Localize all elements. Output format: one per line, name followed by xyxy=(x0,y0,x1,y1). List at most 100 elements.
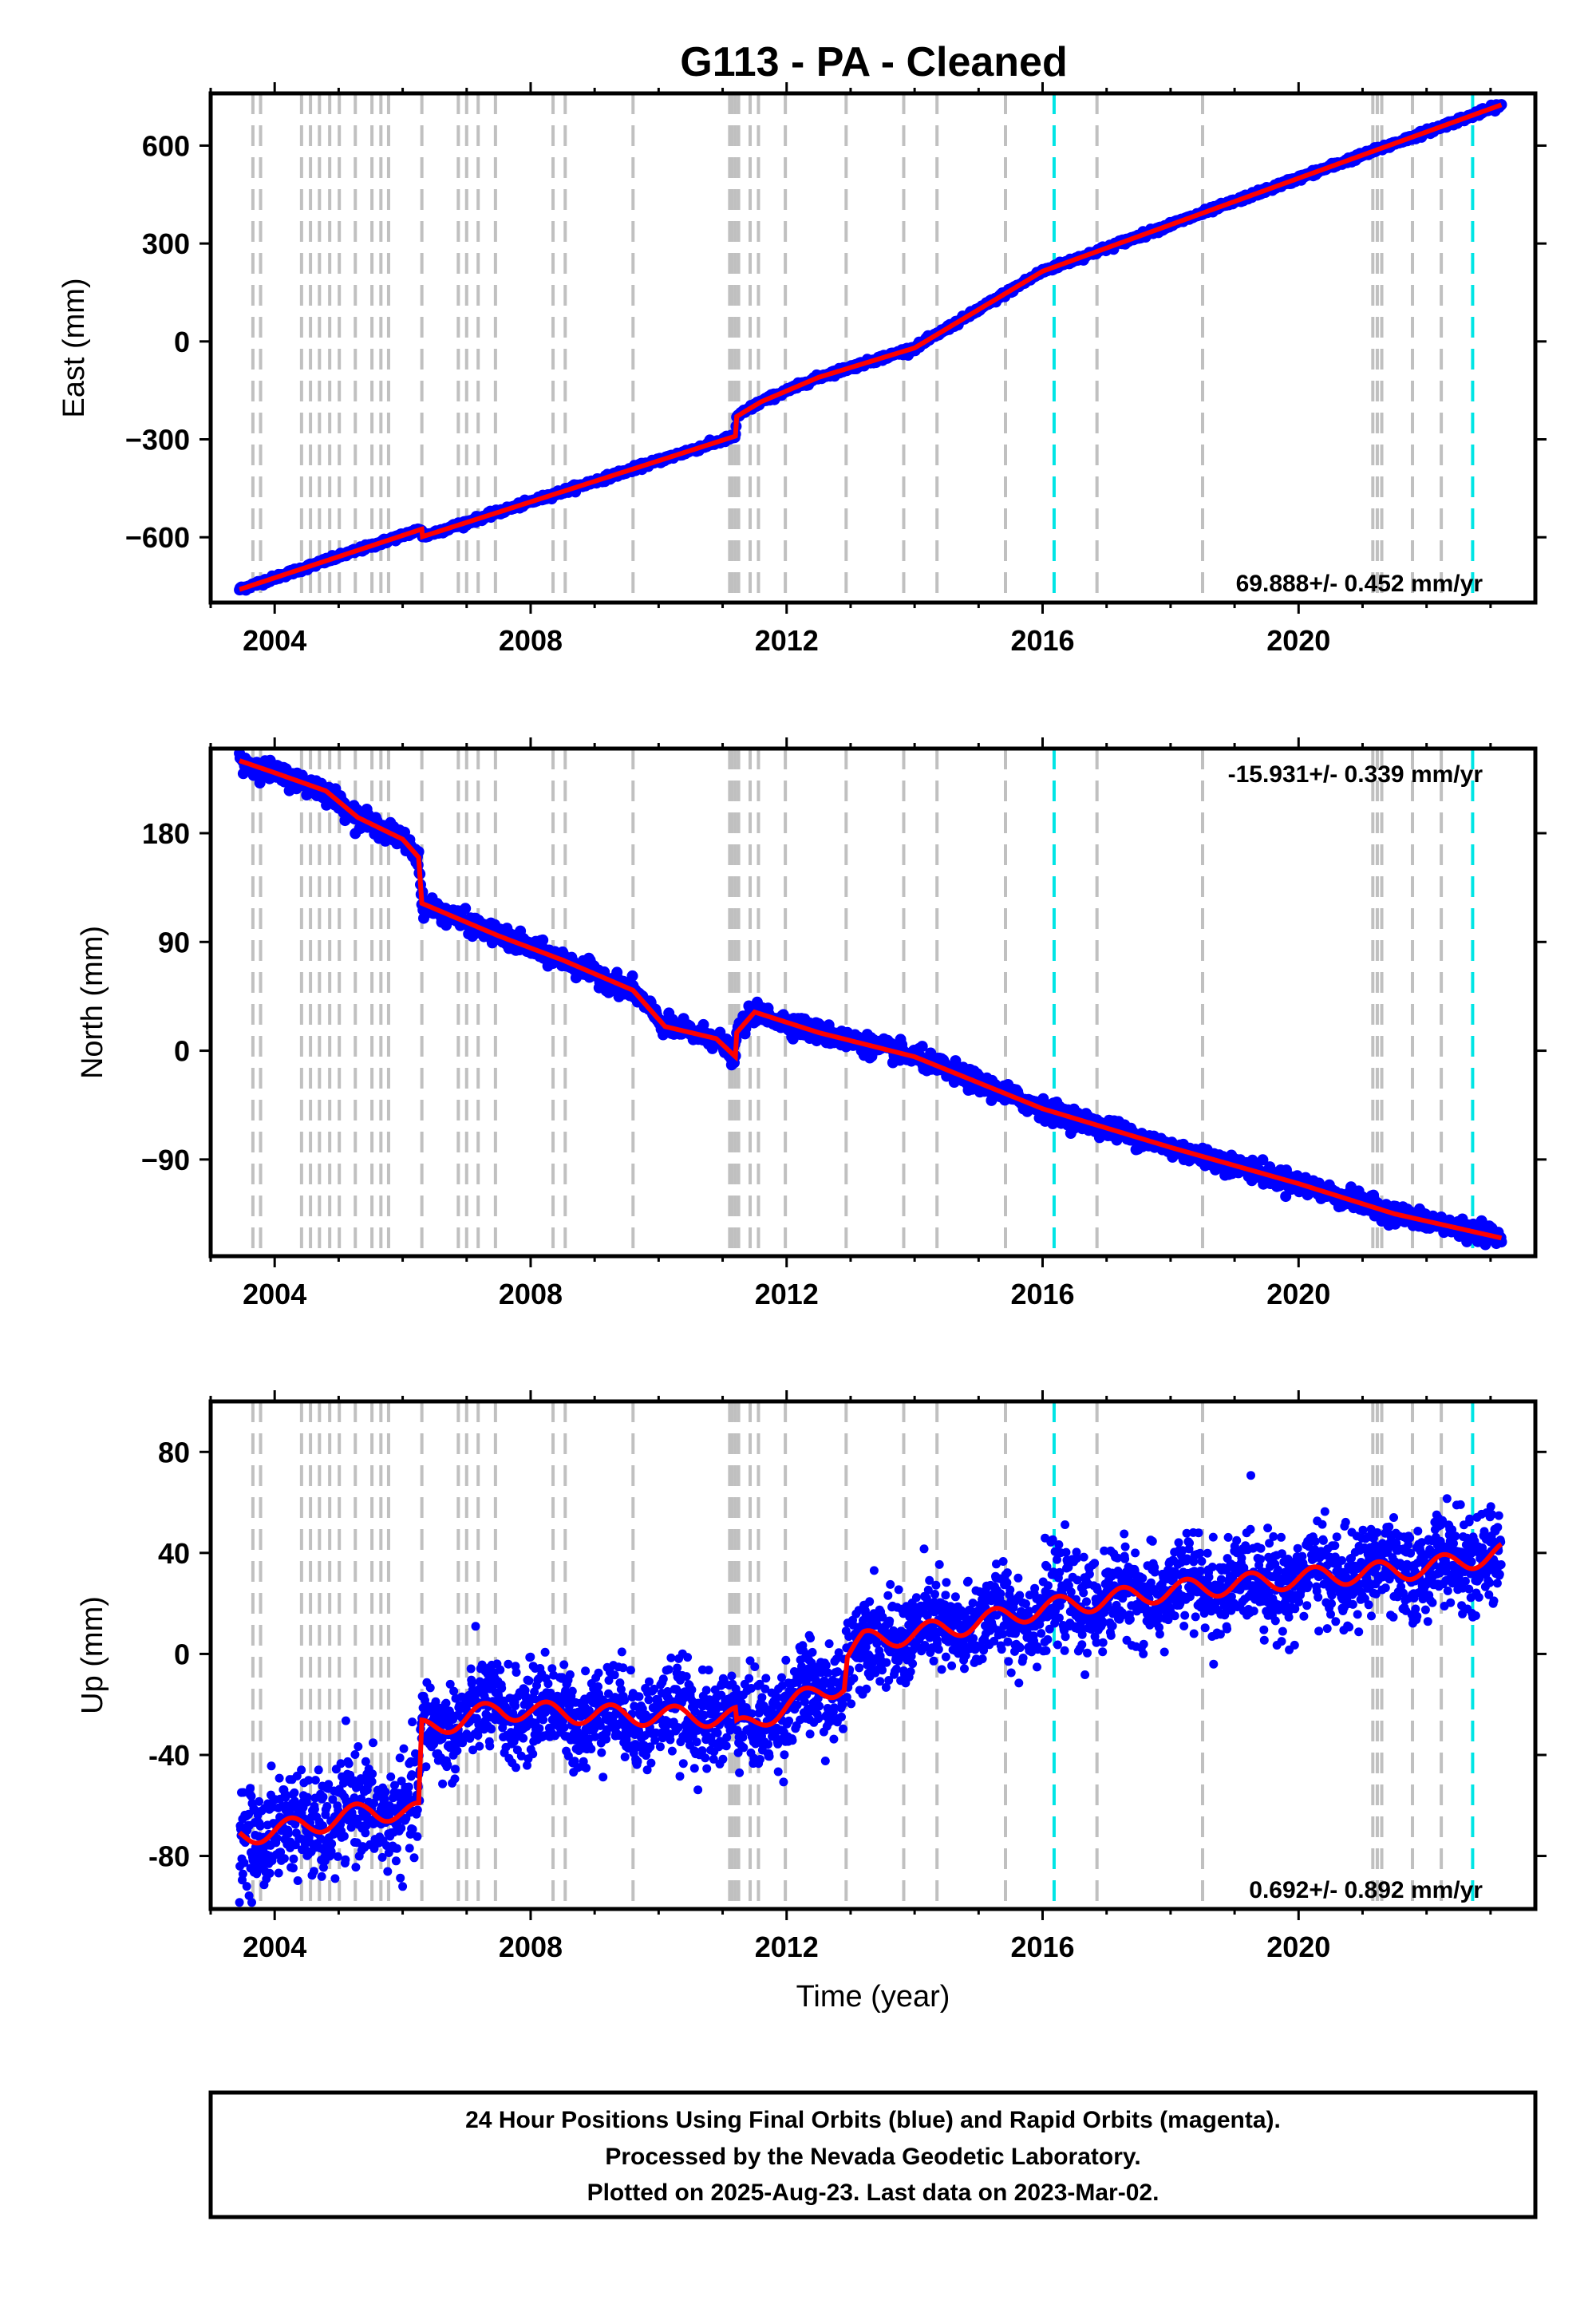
data-point xyxy=(539,1715,548,1725)
data-point xyxy=(255,1821,265,1831)
y-tick-label: 0 xyxy=(174,326,190,358)
data-point xyxy=(310,1776,320,1785)
data-point xyxy=(275,1773,284,1783)
data-point xyxy=(344,1759,354,1769)
data-point xyxy=(304,1776,314,1785)
data-point xyxy=(239,1858,249,1867)
data-point xyxy=(386,1772,396,1781)
y-tick-label: −90 xyxy=(141,1144,190,1176)
data-point xyxy=(318,1792,328,1802)
model-line xyxy=(239,102,1503,592)
data-point xyxy=(267,1761,276,1771)
data-point xyxy=(368,1769,377,1779)
data-point xyxy=(281,1792,290,1802)
x-tick-label: 2020 xyxy=(1266,1278,1330,1310)
data-point xyxy=(235,1898,244,1907)
data-point xyxy=(460,903,472,915)
x-tick-label: 2012 xyxy=(755,1278,819,1310)
y-tick-label: 300 xyxy=(142,227,190,260)
x-tick-label: 2012 xyxy=(755,624,819,657)
data-point xyxy=(247,1792,256,1801)
data-point xyxy=(396,1873,405,1883)
data-point xyxy=(330,1874,340,1883)
data-point xyxy=(497,1683,507,1693)
data-point xyxy=(283,1829,293,1839)
data-point xyxy=(272,1833,282,1843)
y-tick-label: 0 xyxy=(174,1035,190,1068)
data-point xyxy=(314,1765,323,1775)
data-points xyxy=(234,749,1507,1251)
data-point xyxy=(528,1749,538,1759)
data-point xyxy=(290,1840,300,1850)
data-point xyxy=(512,1668,521,1677)
x-tick-label: 2020 xyxy=(1266,624,1330,657)
data-point xyxy=(452,1746,462,1756)
x-tick-label: 2008 xyxy=(499,624,563,657)
east-panel: 2004 2008 2012 2016 20206003000−300−600East … xyxy=(57,82,1547,657)
data-point xyxy=(425,1683,435,1693)
data-point xyxy=(302,1792,312,1802)
model-line xyxy=(239,758,1503,1241)
data-point xyxy=(413,1805,422,1815)
y-tick-label: 90 xyxy=(158,926,190,958)
data-point xyxy=(339,1832,349,1841)
data-point xyxy=(274,1868,283,1878)
data-point xyxy=(351,1863,361,1872)
rate-label: -15.931+/- 0.339 mm/yr xyxy=(1228,761,1483,788)
data-point xyxy=(408,1824,417,1834)
panel-frame xyxy=(208,746,1538,1259)
y-axis-title: East (mm) xyxy=(57,278,91,417)
data-point xyxy=(310,1804,319,1814)
data-point xyxy=(398,1882,408,1891)
data-point xyxy=(341,1716,350,1725)
data-point xyxy=(369,1738,377,1748)
data-point xyxy=(409,1853,419,1863)
data-point xyxy=(300,1840,310,1848)
event-lines xyxy=(251,1401,1475,1909)
data-point xyxy=(475,1741,484,1751)
data-point xyxy=(289,1854,298,1863)
data-point xyxy=(399,1744,409,1753)
data-points xyxy=(235,1471,1506,1909)
data-point xyxy=(1257,1154,1269,1166)
data-point xyxy=(354,1742,363,1751)
data-point xyxy=(244,1809,254,1819)
data-point xyxy=(288,1863,298,1873)
data-point xyxy=(265,1868,275,1878)
rate-label: 69.888+/- 0.452 mm/yr xyxy=(1236,571,1483,597)
data-point xyxy=(381,1787,390,1796)
data-point xyxy=(512,1763,520,1773)
y-tick-label: 600 xyxy=(142,129,190,162)
data-point xyxy=(279,1854,289,1863)
data-point xyxy=(413,1832,422,1841)
data-point xyxy=(408,1717,417,1727)
data-point xyxy=(276,1848,286,1857)
x-tick-label: 2004 xyxy=(243,1278,306,1310)
data-point xyxy=(327,1839,337,1848)
data-point xyxy=(524,1676,534,1686)
data-point xyxy=(496,1665,505,1674)
data-point xyxy=(242,1882,251,1891)
data-point xyxy=(397,1824,406,1833)
data-point xyxy=(391,1856,401,1866)
data-point xyxy=(421,1762,431,1772)
x-tick-label: 2016 xyxy=(1010,624,1074,657)
data-point xyxy=(540,1647,550,1657)
data-point xyxy=(383,1867,393,1876)
data-point xyxy=(247,1898,256,1907)
data-point xyxy=(441,1698,451,1708)
data-point xyxy=(438,1779,448,1788)
data-point xyxy=(485,1741,495,1751)
data-point xyxy=(451,1765,460,1774)
data-point xyxy=(405,1844,414,1853)
panel-frame xyxy=(208,91,1538,605)
y-tick-label: −600 xyxy=(125,521,190,554)
data-point xyxy=(535,1724,544,1733)
data-point xyxy=(246,1784,255,1793)
data-point xyxy=(238,1869,247,1879)
event-lines xyxy=(251,749,1475,1256)
data-point xyxy=(511,1701,520,1710)
x-tick-label: 2004 xyxy=(243,624,306,657)
